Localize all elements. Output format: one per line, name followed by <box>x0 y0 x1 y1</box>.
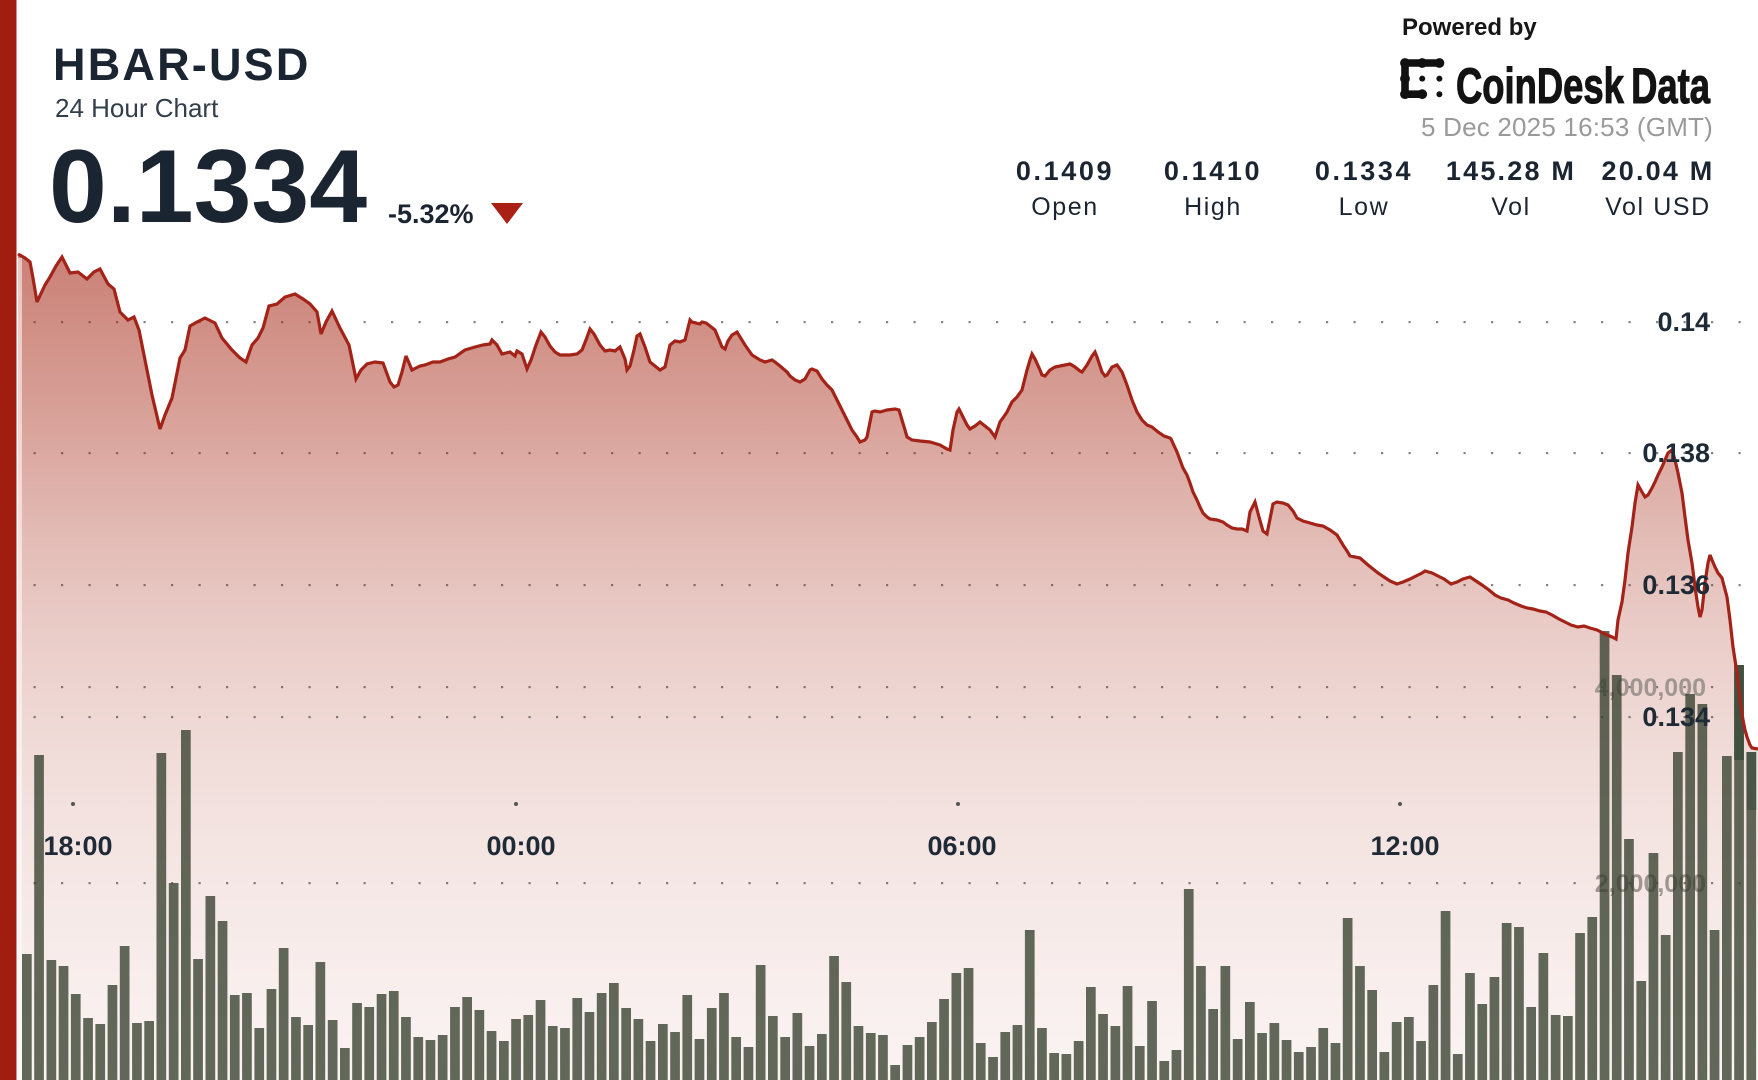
svg-text:CoinDesk Data: CoinDesk Data <box>1456 60 1711 112</box>
